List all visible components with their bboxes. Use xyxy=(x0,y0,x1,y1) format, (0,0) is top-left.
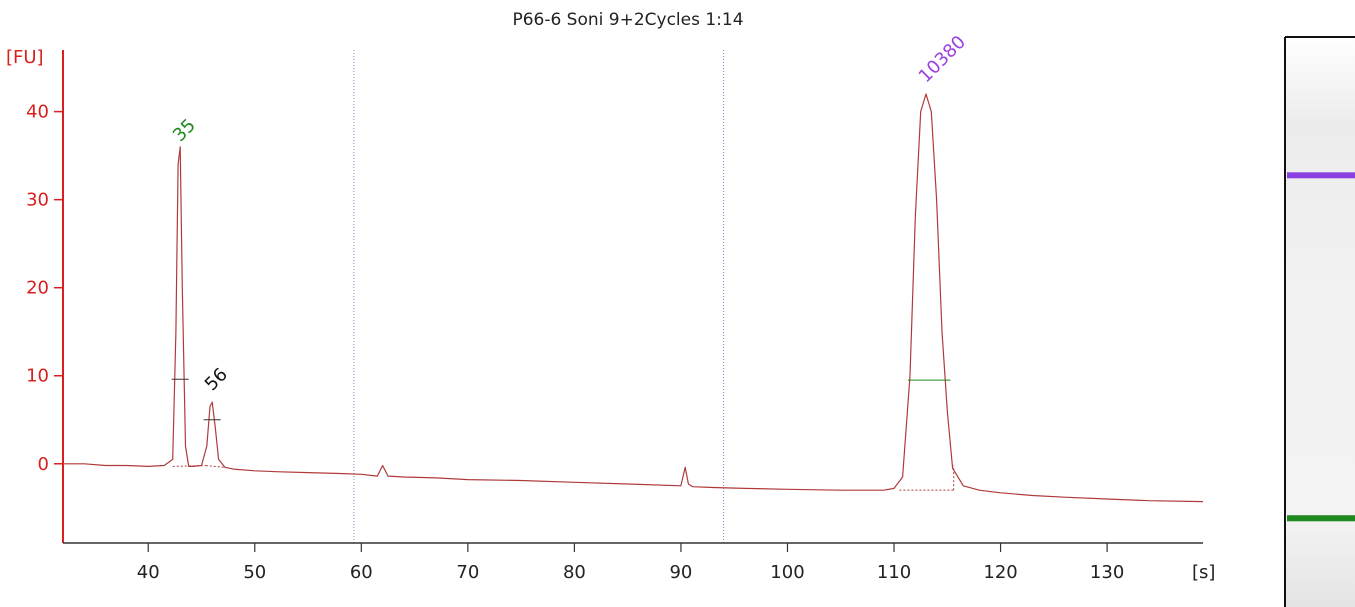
x-tick-label-80: 80 xyxy=(563,562,586,583)
gel-band-2 xyxy=(1287,515,1355,522)
trace-line-1 xyxy=(63,93,1204,503)
baseline-dotted xyxy=(172,465,955,491)
y-tick-label-20: 20 xyxy=(26,278,49,299)
x-tick-label-40: 40 xyxy=(137,562,160,583)
y-axis-label: [FU] xyxy=(6,47,44,68)
peak-label-10380: 10380 xyxy=(915,32,970,87)
x-tick-label-60: 60 xyxy=(350,562,373,583)
peak-label-35: 35 xyxy=(169,115,200,146)
y-ticks: 0 10 20 30 40 xyxy=(26,102,63,475)
gel-lane-background xyxy=(1285,37,1355,607)
y-tick-label-0: 0 xyxy=(38,454,49,475)
region-dividers xyxy=(353,50,725,543)
gel-band-1 xyxy=(1287,172,1355,179)
x-tick-label-110: 110 xyxy=(877,562,911,583)
trace-group xyxy=(63,93,1204,503)
x-tick-label-100: 100 xyxy=(770,562,804,583)
x-ticks: 40 50 60 70 80 90 100 110 120 130 xyxy=(137,543,1124,583)
gel-bands xyxy=(1287,172,1355,522)
peak-labels: 35 56 10380 xyxy=(169,32,970,395)
half-height-bars xyxy=(171,378,951,421)
x-tick-label-70: 70 xyxy=(456,562,479,583)
x-tick-label-90: 90 xyxy=(669,562,692,583)
x-tick-label-50: 50 xyxy=(243,562,266,583)
x-axis-label: [s] xyxy=(1192,562,1215,583)
peak-label-56: 56 xyxy=(201,364,232,395)
y-tick-label-30: 30 xyxy=(26,190,49,211)
gel-lane xyxy=(1284,36,1355,607)
chart-title: P66-6 Soni 9+2Cycles 1:14 xyxy=(512,10,743,30)
y-tick-label-10: 10 xyxy=(26,366,49,387)
axes xyxy=(62,50,1203,544)
baseline-segment-2 xyxy=(205,465,225,468)
x-tick-label-130: 130 xyxy=(1090,562,1124,583)
x-tick-label-120: 120 xyxy=(983,562,1017,583)
y-tick-label-40: 40 xyxy=(26,102,49,123)
